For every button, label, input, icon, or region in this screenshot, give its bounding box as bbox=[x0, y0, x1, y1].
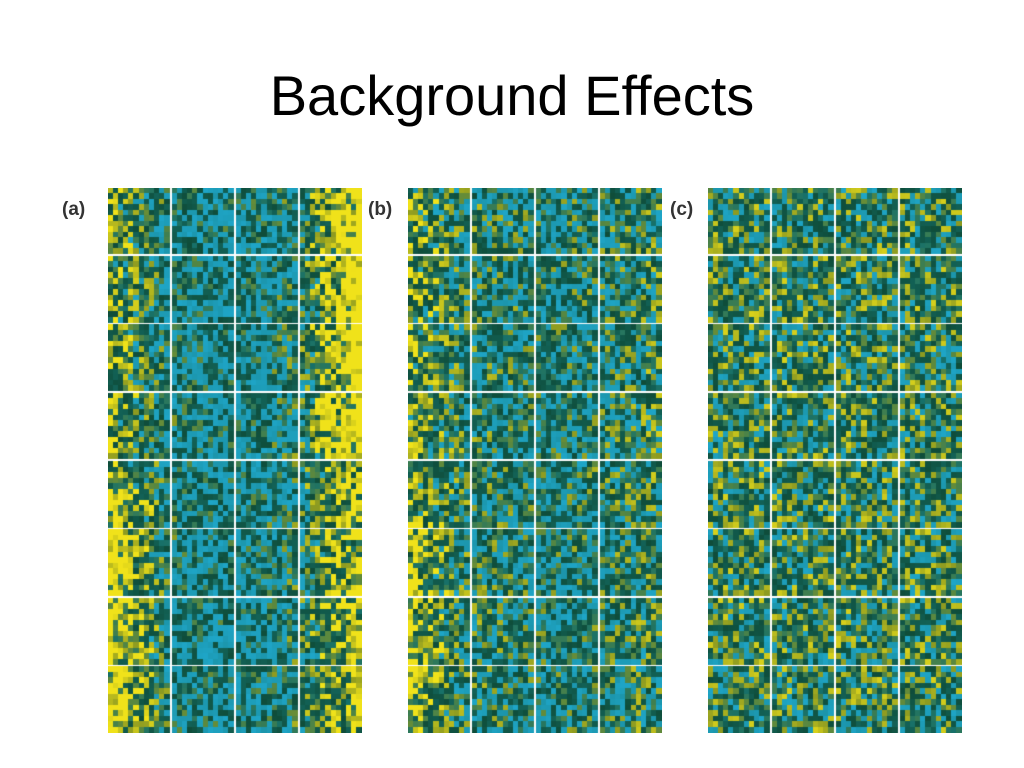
microarray-image-a bbox=[108, 188, 362, 733]
panel-label-c: (c) bbox=[670, 199, 694, 220]
panel-label-a: (a) bbox=[62, 199, 86, 220]
microarray-image-b bbox=[408, 188, 662, 733]
slide-title: Background Effects bbox=[269, 64, 755, 127]
panel-label-b: (b) bbox=[368, 199, 393, 220]
microarray-image-c bbox=[708, 188, 962, 733]
